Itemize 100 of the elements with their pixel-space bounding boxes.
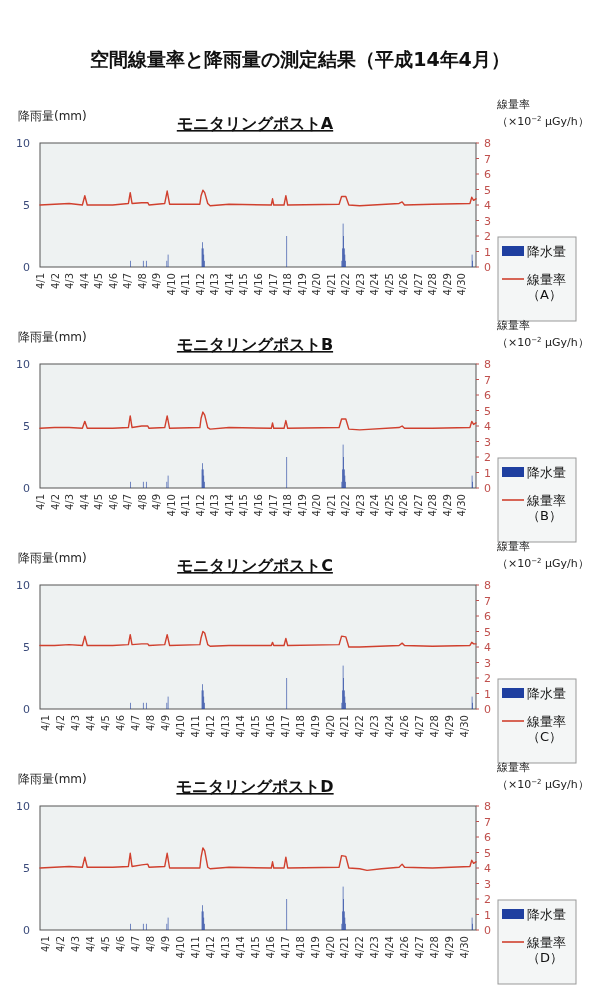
x-tick-label: 4/4 — [78, 273, 90, 290]
y2-tick-label: 5 — [484, 846, 491, 860]
x-tick-label: 4/18 — [282, 494, 294, 517]
x-tick-label: 4/9 — [151, 494, 163, 511]
y2-tick-label: 1 — [484, 687, 491, 701]
y2-tick-label: 4 — [484, 420, 491, 433]
x-tick-label: 4/29 — [441, 494, 453, 517]
x-tick-label: 4/8 — [136, 273, 148, 290]
x-tick-label: 4/17 — [279, 715, 291, 738]
x-tick-label: 4/24 — [369, 494, 381, 517]
y-tick-label: 5 — [23, 199, 30, 212]
x-tick-label: 4/11 — [189, 715, 201, 738]
x-tick-label: 4/14 — [223, 494, 235, 517]
y2-tick-label: 0 — [484, 924, 491, 937]
y2-tick-label: 1 — [484, 908, 491, 922]
x-tick-label: 4/30 — [456, 273, 468, 296]
legend-label: 線量率（D） — [526, 935, 566, 965]
x-tick-label: 4/3 — [64, 273, 76, 290]
y2-tick-label: 3 — [484, 656, 491, 670]
y-tick-label: 0 — [23, 703, 30, 716]
y2-tick-label: 0 — [484, 482, 491, 495]
y2-tick-label: 1 — [484, 466, 491, 480]
x-tick-label: 4/6 — [114, 715, 126, 732]
x-tick-label: 4/15 — [238, 494, 250, 517]
x-tick-label: 4/27 — [414, 936, 426, 959]
x-tick-label: 4/15 — [249, 936, 261, 959]
chart-title: 空間線量率と降雨量の測定結果（平成14年4月） — [90, 48, 510, 70]
legend-label: 線量率（A） — [526, 272, 566, 302]
x-tick-label: 4/9 — [151, 273, 163, 290]
y2-tick-label: 4 — [484, 862, 491, 875]
legend-label: 降水量 — [527, 686, 566, 701]
x-tick-label: 4/5 — [93, 273, 105, 290]
x-tick-label: 4/21 — [325, 494, 337, 517]
x-tick-label: 4/24 — [383, 936, 395, 959]
legend-label: 降水量 — [527, 907, 566, 922]
x-tick-label: 4/15 — [238, 273, 250, 296]
y2-tick-label: 3 — [484, 877, 491, 891]
y2-tick-label: 2 — [484, 451, 491, 464]
y2-axis-title: 線量率（×10$^{−2}$ μGy/h） — [496, 540, 589, 570]
y-axis-title: 降雨量(mm) — [18, 330, 87, 344]
y2-tick-label: 8 — [484, 358, 491, 371]
x-tick-label: 4/1 — [40, 715, 52, 732]
x-tick-label: 4/5 — [99, 715, 111, 732]
x-tick-label: 4/7 — [122, 494, 134, 511]
y2-tick-label: 7 — [484, 152, 491, 166]
x-tick-label: 4/20 — [324, 936, 336, 959]
x-tick-label: 4/20 — [311, 494, 323, 517]
x-tick-label: 4/20 — [311, 273, 323, 296]
y2-tick-label: 8 — [484, 579, 491, 592]
x-tick-label: 4/29 — [444, 715, 456, 738]
y-tick-label: 10 — [16, 579, 30, 592]
x-tick-label: 4/10 — [174, 715, 186, 738]
y2-tick-label: 2 — [484, 672, 491, 685]
x-tick-label: 4/30 — [459, 715, 471, 738]
x-tick-label: 4/4 — [85, 936, 96, 953]
y-axis-title: 降雨量(mm) — [18, 109, 87, 123]
x-tick-label: 4/15 — [249, 715, 261, 738]
x-tick-label: 4/16 — [253, 494, 264, 517]
x-tick-label: 4/13 — [219, 936, 231, 959]
x-tick-label: 4/2 — [55, 936, 67, 953]
x-tick-label: 4/24 — [383, 715, 395, 738]
x-tick-label: 4/16 — [253, 273, 264, 296]
y2-tick-label: 7 — [484, 594, 491, 608]
x-tick-label: 4/22 — [354, 936, 366, 959]
x-tick-label: 4/18 — [282, 273, 294, 296]
x-tick-label: 4/10 — [174, 936, 186, 959]
x-tick-label: 4/14 — [234, 715, 246, 738]
x-tick-label: 4/2 — [49, 494, 61, 511]
x-tick-label: 4/8 — [136, 494, 148, 511]
y-tick-label: 5 — [23, 641, 30, 654]
x-tick-label: 4/6 — [107, 494, 119, 511]
x-tick-label: 4/13 — [209, 494, 221, 517]
y2-tick-label: 6 — [484, 831, 491, 844]
y2-axis-title: 線量率（×10$^{−2}$ μGy/h） — [496, 761, 589, 791]
x-tick-label: 4/28 — [429, 936, 441, 959]
y2-tick-label: 6 — [484, 389, 491, 402]
x-tick-label: 4/3 — [70, 936, 82, 953]
x-tick-label: 4/12 — [194, 494, 206, 517]
x-tick-label: 4/13 — [209, 273, 221, 296]
x-tick-label: 4/28 — [429, 715, 441, 738]
x-tick-label: 4/10 — [165, 494, 177, 517]
x-tick-label: 4/2 — [49, 273, 61, 290]
y-tick-label: 5 — [23, 862, 30, 875]
y2-tick-label: 2 — [484, 230, 491, 243]
x-tick-label: 4/13 — [219, 715, 231, 738]
y-tick-label: 5 — [23, 420, 30, 433]
x-tick-label: 4/20 — [324, 715, 336, 738]
x-tick-label: 4/28 — [427, 273, 439, 296]
x-tick-label: 4/27 — [412, 273, 424, 296]
y-tick-label: 0 — [23, 924, 30, 937]
x-tick-label: 4/27 — [412, 494, 424, 517]
x-tick-label: 4/12 — [204, 715, 216, 738]
y2-tick-label: 0 — [484, 703, 491, 716]
y2-tick-label: 3 — [484, 214, 491, 228]
y2-tick-label: 6 — [484, 610, 491, 623]
x-tick-label: 4/30 — [459, 936, 471, 959]
x-tick-label: 4/17 — [267, 494, 279, 517]
x-tick-label: 4/16 — [264, 936, 276, 959]
x-tick-label: 4/26 — [399, 715, 411, 738]
x-tick-label: 4/21 — [339, 715, 351, 738]
